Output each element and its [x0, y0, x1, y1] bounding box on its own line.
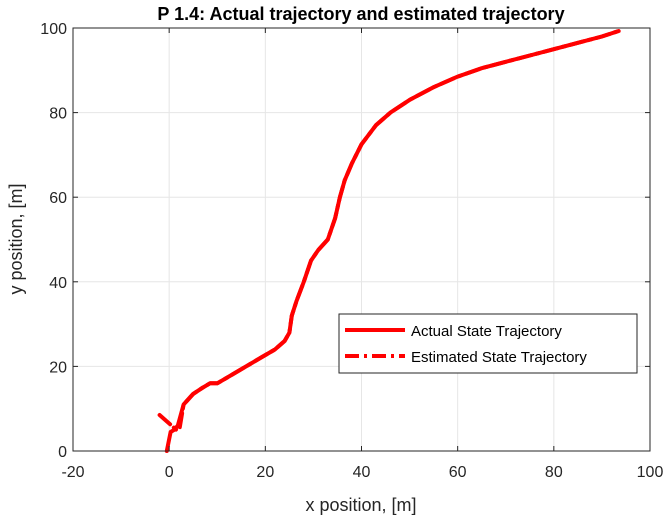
- legend: Actual State Trajectory Estimated State …: [338, 313, 638, 374]
- series-layer: [157, 29, 621, 453]
- ticks: -20 0 20 40 60 80 100 0 20 40 60 80 100: [40, 21, 663, 481]
- legend-label-actual: Actual State Trajectory: [411, 323, 562, 340]
- x-axis-label: x position, [m]: [305, 495, 416, 515]
- y-tick-label: 60: [49, 190, 67, 207]
- chart-title: P 1.4: Actual trajectory and estimated t…: [157, 4, 564, 24]
- legend-box: [338, 313, 638, 374]
- y-axis-label: y position, [m]: [6, 183, 26, 294]
- x-tick-label: 60: [449, 464, 467, 481]
- x-tick-label: 80: [545, 464, 563, 481]
- y-tick-label: 100: [40, 21, 67, 38]
- x-tick-label: -20: [61, 464, 84, 481]
- x-tick-label: 0: [165, 464, 174, 481]
- x-tick-label: 20: [256, 464, 274, 481]
- x-tick-label: 40: [353, 464, 371, 481]
- x-tick-label: 100: [637, 464, 664, 481]
- y-tick-label: 80: [49, 106, 67, 123]
- y-tick-label: 40: [49, 275, 67, 292]
- y-tick-label: 20: [49, 359, 67, 376]
- series-line-estimated: [157, 29, 621, 432]
- y-tick-label: 0: [58, 444, 67, 461]
- legend-label-estimated: Estimated State Trajectory: [411, 349, 587, 366]
